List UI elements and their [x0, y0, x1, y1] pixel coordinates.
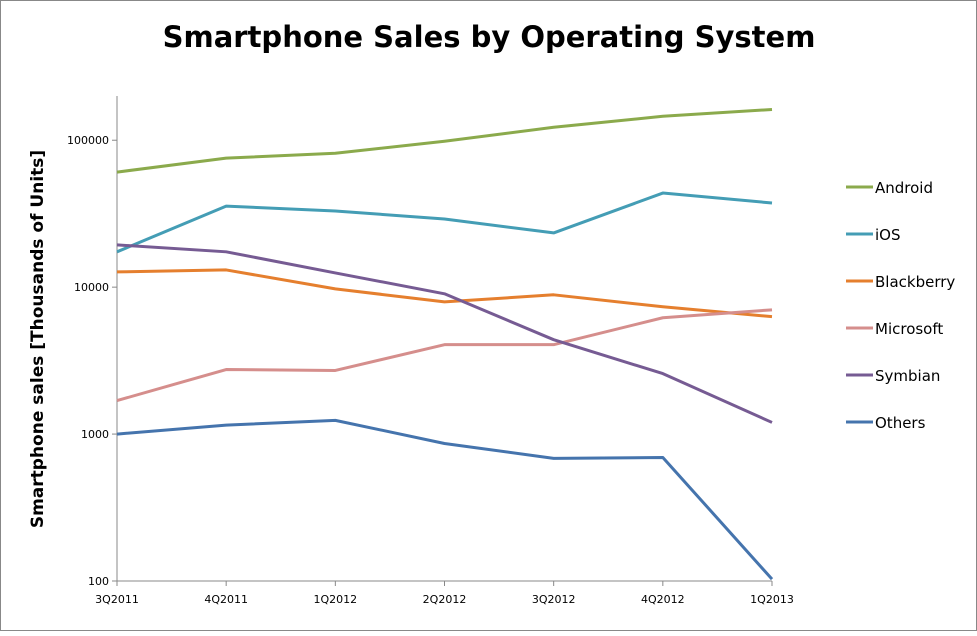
series-line-symbian	[116, 243, 773, 424]
x-tick-label: 2Q2012	[423, 593, 467, 606]
series-line-blackberry	[116, 268, 773, 319]
x-tick-label: 1Q2013	[750, 593, 794, 606]
legend-label-blackberry: Blackberry	[875, 273, 955, 291]
y-tick-label: 10000	[74, 281, 109, 294]
y-tick-label: 100	[88, 575, 109, 588]
x-tick-label: 3Q2012	[532, 593, 576, 606]
chart-title: Smartphone Sales by Operating System	[163, 20, 816, 54]
x-tick-label: 4Q2012	[641, 593, 685, 606]
x-tick-label: 3Q2011	[95, 593, 139, 606]
y-axis-label: Smartphone sales [Thousands of Units]	[28, 150, 48, 528]
series-line-android	[116, 107, 773, 174]
y-tick-label: 1000	[81, 428, 109, 441]
legend-label-others: Others	[875, 414, 926, 432]
series-line-ios	[116, 191, 773, 254]
legend-label-symbian: Symbian	[875, 367, 940, 385]
series-line-microsoft	[116, 308, 773, 403]
series-line-others	[116, 418, 774, 581]
legend-label-ios: iOS	[875, 226, 901, 244]
y-tick-label: 100000	[67, 134, 109, 147]
legend-label-microsoft: Microsoft	[875, 320, 943, 338]
x-tick-label: 4Q2011	[204, 593, 248, 606]
x-tick-label: 1Q2012	[314, 593, 358, 606]
legend-label-android: Android	[875, 179, 933, 197]
